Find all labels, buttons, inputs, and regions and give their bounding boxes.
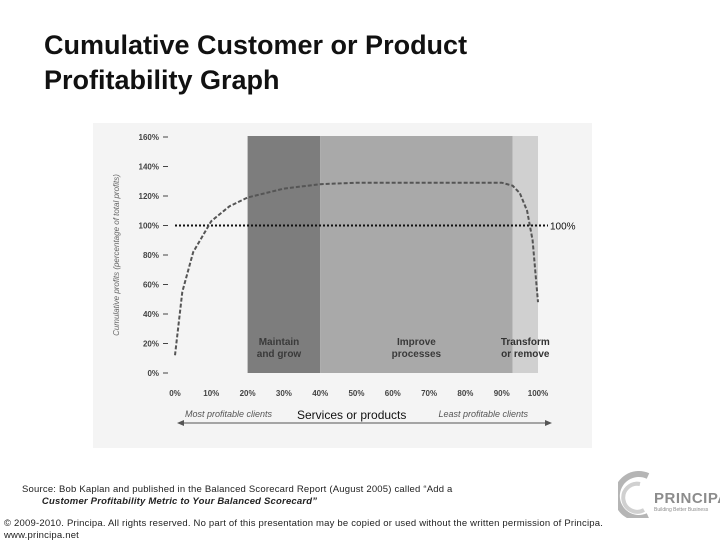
source-reference: Customer Profitability Metric to Your Ba… <box>41 496 318 507</box>
x-tick-label: 10% <box>203 389 219 398</box>
y-tick-label: 60% <box>143 281 159 290</box>
title-line-1: Cumulative Customer or Product <box>44 30 468 60</box>
x-tick-label: 70% <box>421 389 437 398</box>
zone-1-label-line-2: and grow <box>257 349 302 360</box>
y-tick-label: 100% <box>139 222 159 231</box>
x-tick-label: 40% <box>312 389 328 398</box>
y-tick-label: 120% <box>139 192 159 201</box>
x-tick-label: 20% <box>240 389 256 398</box>
least-profitable-label: Least profitable clients <box>438 409 528 419</box>
chart-panel: Maintain and grow Improve processes Transfor… <box>93 123 592 448</box>
principa-logo-icon <box>618 471 650 518</box>
y-axis-label: Cumulative profits (percentage of total … <box>112 174 121 336</box>
cumulative-profit-curve <box>174 181 539 356</box>
y-tick-label: 0% <box>147 369 159 378</box>
x-tick-label: 100% <box>528 389 548 398</box>
zone-2-label-line-1: Improve <box>397 337 436 348</box>
y-tick-label: 20% <box>143 340 159 349</box>
source-prefix: Source: Bob Kaplan and published in the … <box>22 484 453 495</box>
x-tick-label: 80% <box>457 389 473 398</box>
logo-name: PRINCIPA <box>654 490 720 507</box>
x-tick-label: 30% <box>276 389 292 398</box>
zone-3-label-line-1: Transform <box>501 337 550 348</box>
services-or-products-label: Services or products <box>297 408 406 422</box>
x-tick-label: 90% <box>494 389 510 398</box>
copyright-note: © 2009-2010. Principa. All rights reserv… <box>4 518 604 541</box>
zone-2-band <box>320 136 513 373</box>
y-tick-label: 160% <box>139 133 159 142</box>
source-note: Source: Bob Kaplan and published in the … <box>22 484 542 508</box>
zone-2-label-line-2: processes <box>392 349 442 360</box>
x-tick-label: 60% <box>385 389 401 398</box>
arrow-left-icon <box>177 420 184 426</box>
x-tick-label: 0% <box>169 389 181 398</box>
y-tick-label: 40% <box>143 310 159 319</box>
zone-1-band <box>247 136 321 373</box>
zone-1-label-line-1: Maintain <box>259 337 300 348</box>
zone-3-label-line-2: or remove <box>501 349 550 360</box>
x-tick-label: 50% <box>348 389 364 398</box>
reference-line-label: 100% <box>550 222 576 233</box>
arrow-right-icon <box>545 420 552 426</box>
logo-tagline: Building Better Business <box>654 507 709 513</box>
y-tick-label: 140% <box>139 163 159 172</box>
slide-title: Cumulative Customer or Product Profitabi… <box>44 28 644 98</box>
most-profitable-label: Most profitable clients <box>185 409 273 419</box>
y-tick-label: 80% <box>143 251 159 260</box>
title-line-2: Profitability Graph <box>44 65 280 95</box>
